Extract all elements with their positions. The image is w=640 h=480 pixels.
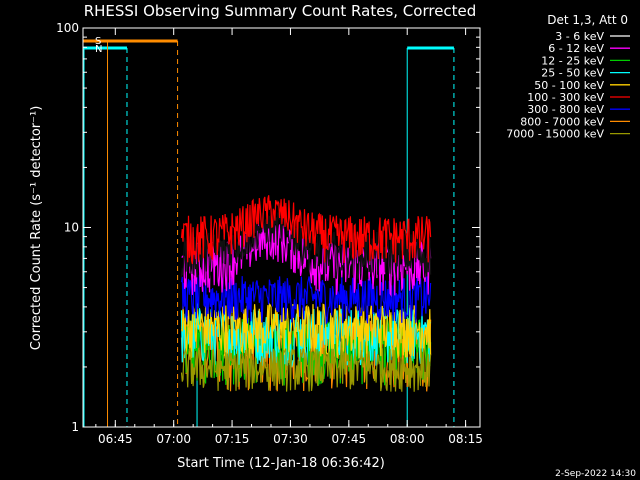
y-tick-label: 1 (71, 420, 79, 434)
x-tick-label: 08:00 (390, 432, 425, 446)
legend-entry-label: 100 - 300 keV (527, 91, 604, 104)
x-tick-label: 08:15 (448, 432, 483, 446)
y-tick-label: 100 (56, 21, 79, 35)
series-line-8 (180, 347, 432, 392)
legend-entry-label: 800 - 7000 keV (520, 115, 604, 128)
series-line-5 (180, 195, 432, 265)
legend-entry-label: 25 - 50 keV (541, 67, 604, 80)
y-axis-label: Corrected Count Rate (s⁻¹ detector⁻¹) (29, 106, 44, 351)
legend-entry-label: 3 - 6 keV (555, 30, 604, 43)
y-axis: 1 10 100 (56, 21, 480, 434)
x-tick-label: 07:15 (215, 432, 250, 446)
legend-entry-label: 300 - 800 keV (527, 103, 604, 116)
x-tick-label: 07:30 (273, 432, 308, 446)
series-layer (180, 195, 432, 392)
series-line-2 (180, 314, 432, 386)
y-tick-label: 10 (64, 221, 79, 235)
footer-date: 2-Sep-2022 14:30 (555, 469, 636, 479)
x-axis: 06:45 07:00 07:15 07:30 07:45 08:00 08:15 (95, 28, 483, 446)
chart-title: RHESSI Observing Summary Count Rates, Co… (84, 2, 477, 20)
series-line-0 (180, 212, 432, 280)
legend-entry-label: 50 - 100 keV (534, 79, 604, 92)
flag-label: S (95, 36, 101, 47)
flag-label: N (95, 44, 102, 55)
x-tick-label: 06:45 (98, 432, 133, 446)
legend-title: Det 1,3, Att 0 (547, 13, 628, 27)
legend-entry-label: 12 - 25 keV (541, 54, 604, 67)
x-axis-label: Start Time (12-Jan-18 06:36:42) (177, 456, 385, 471)
x-tick-label: 07:00 (156, 432, 191, 446)
legend-entry-label: 7000 - 15000 keV (506, 128, 604, 141)
legend-entry-label: 6 - 12 keV (548, 42, 604, 55)
series-line-6 (180, 274, 432, 325)
x-tick-label: 07:45 (332, 432, 367, 446)
